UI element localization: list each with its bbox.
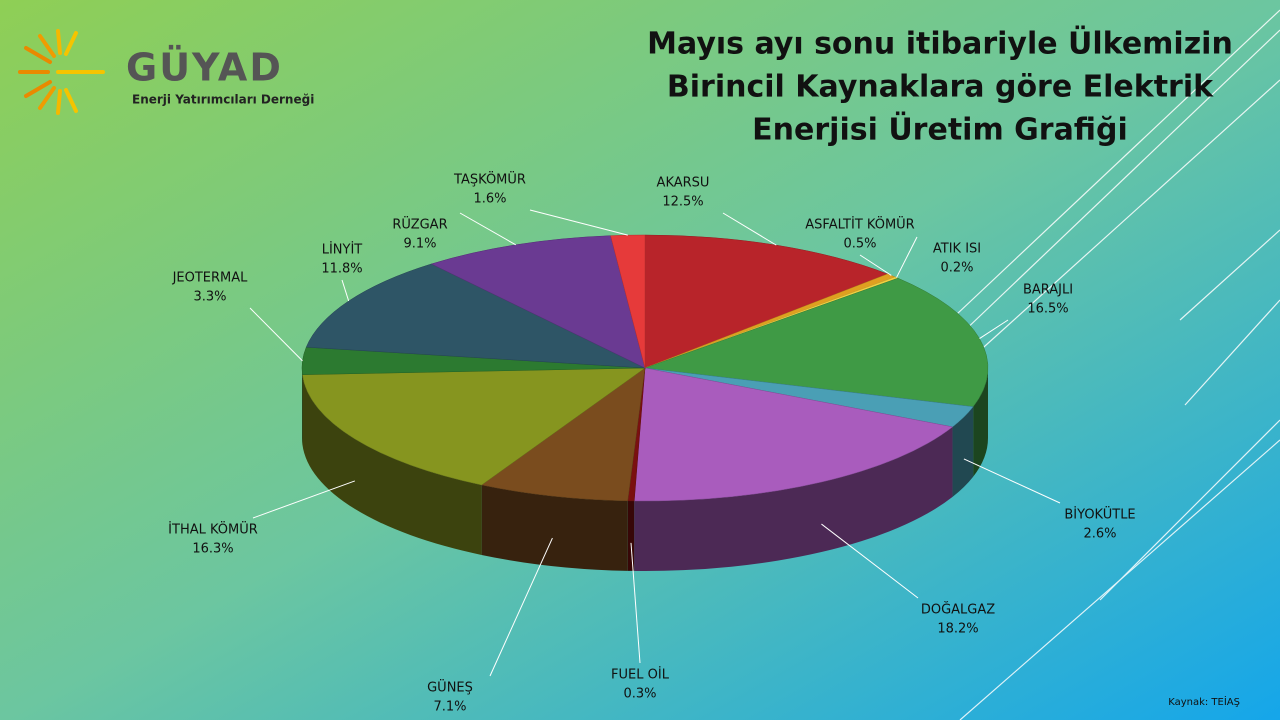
logo-subtitle: Enerji Yatırımcıları Derneği xyxy=(132,93,314,107)
leader-line xyxy=(630,542,641,664)
leader-line xyxy=(489,537,553,677)
slice xyxy=(644,277,989,407)
value-label: 9.1% xyxy=(403,237,436,252)
category-label: ATIK ISI xyxy=(933,242,981,257)
value-label: 0.3% xyxy=(623,687,656,702)
slice xyxy=(430,235,646,369)
logo-icon xyxy=(18,29,105,115)
slice xyxy=(633,367,954,502)
source: Kaynak: TEİAŞ xyxy=(1168,695,1240,708)
slice xyxy=(610,234,646,369)
leader-line xyxy=(341,279,350,302)
pie-tops xyxy=(301,234,989,502)
logo-name: GÜYAD xyxy=(126,46,283,90)
leader-line xyxy=(979,319,1009,339)
value-label: 3.3% xyxy=(193,290,226,305)
leader-line xyxy=(859,254,892,276)
leader-line xyxy=(459,212,516,246)
leader-line xyxy=(722,212,777,246)
decor-lines xyxy=(939,9,1280,720)
category-label: BİYOKÜTLE xyxy=(1064,506,1135,523)
slice-side xyxy=(952,406,974,497)
leader-line xyxy=(252,480,355,519)
category-label: BARAJLI xyxy=(1023,283,1073,298)
leader-line xyxy=(821,523,919,599)
category-label: AKARSU xyxy=(657,176,710,191)
chart-title: Birincil Kaynaklara göre Elektrik xyxy=(667,70,1214,105)
labels: AKARSU 12.5% ASFALTİT KÖMÜR 0.5% ATIK ISI 0.2… xyxy=(168,171,1135,715)
value-label: 16.3% xyxy=(192,542,233,557)
leader-line xyxy=(896,236,918,278)
category-label: ASFALTİT KÖMÜR xyxy=(805,216,914,233)
category-label: FUEL OİL xyxy=(611,667,670,683)
slice-side xyxy=(627,500,635,571)
category-label: RÜZGAR xyxy=(392,216,447,233)
value-label: 11.8% xyxy=(321,262,362,277)
slice-side xyxy=(481,484,628,571)
slice-side xyxy=(973,368,988,477)
value-label: 0.2% xyxy=(940,261,973,276)
category-label: TAŞKÖMÜR xyxy=(453,171,526,188)
slice xyxy=(305,263,646,369)
pie-sides xyxy=(302,368,988,571)
leader-line xyxy=(529,209,628,236)
value-label: 7.1% xyxy=(433,700,466,715)
chart-title: Mayıs ayı sonu itibariyle Ülkemizin xyxy=(647,25,1233,62)
category-label: JEOTERMAL xyxy=(172,271,249,286)
value-label: 16.5% xyxy=(1027,302,1068,317)
category-label: GÜNEŞ xyxy=(427,679,473,696)
slice xyxy=(481,367,646,502)
slice-side xyxy=(302,374,482,555)
leader-line xyxy=(963,458,1061,504)
category-label: DOĞALGAZ xyxy=(921,602,995,618)
category-label: İTHAL KÖMÜR xyxy=(168,521,258,538)
chart-title: Enerjisi Üretim Grafiği xyxy=(752,111,1128,148)
category-label: LİNYİT xyxy=(322,242,363,258)
leader-line xyxy=(249,307,303,362)
value-label: 18.2% xyxy=(937,622,978,637)
value-label: 2.6% xyxy=(1083,527,1116,542)
slice xyxy=(302,367,646,486)
value-label: 12.5% xyxy=(662,195,703,210)
value-label: 0.5% xyxy=(843,237,876,252)
slice xyxy=(644,234,889,369)
slice-side xyxy=(634,426,953,571)
value-label: 1.6% xyxy=(473,192,506,207)
